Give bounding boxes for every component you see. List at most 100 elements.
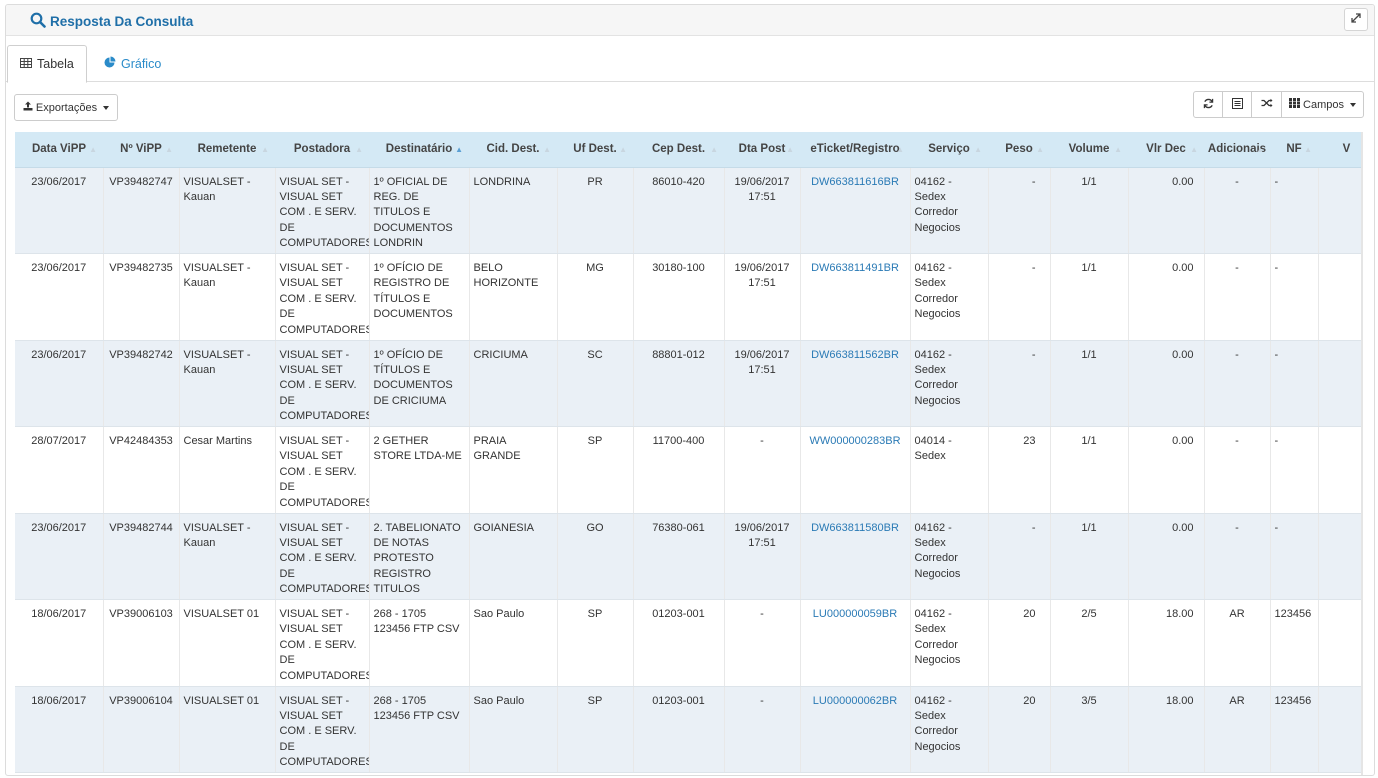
cell-ticket[interactable]: DW663811562BR — [800, 340, 911, 427]
column-header[interactable]: Peso ▲ — [988, 132, 1050, 168]
column-header[interactable]: NF ▲ — [1270, 132, 1318, 168]
column-header[interactable]: Cep Dest. ▲ — [633, 132, 724, 168]
column-header[interactable]: Destinatário ▲ — [369, 132, 469, 168]
results-table: Data ViPP ▲ Nº ViPP ▲ Remetente ▲ Postadora ▲ De… — [15, 132, 1363, 773]
expand-button[interactable] — [1344, 8, 1368, 31]
cell-vlr: 0.00 — [1128, 513, 1205, 600]
cell-num: VP39482735 — [103, 253, 180, 341]
cell-uf: SP — [557, 426, 634, 514]
cell-data: 18/06/2017 — [15, 686, 104, 773]
table-row[interactable]: 23/06/2017 VP39482742 VISUALSET - Kauan VIS… — [15, 340, 1363, 427]
cell-rem: VISUALSET - Kauan — [179, 340, 276, 427]
cell-data: 28/07/2017 — [15, 426, 104, 514]
cell-rem: VISUALSET 01 — [179, 599, 276, 687]
cell-ticket[interactable]: DW663811580BR — [800, 513, 911, 600]
export-button[interactable]: Exportações — [14, 94, 118, 121]
column-header[interactable]: Dta Post ▲ — [724, 132, 800, 168]
tab-grafico[interactable]: Gráfico — [92, 45, 173, 82]
panel-title-text: Resposta Da Consulta — [50, 14, 194, 29]
cell-ticket[interactable]: DW663811491BR — [800, 253, 911, 341]
cell-empty — [1318, 167, 1363, 254]
column-header[interactable]: Volume ▲ — [1050, 132, 1128, 168]
table-row[interactable]: 18/06/2017 VP39006103 VISUALSET 01 VISUAL S… — [15, 599, 1363, 687]
cell-serv: 04162 - Sedex Corredor Negocios — [910, 686, 989, 773]
column-header[interactable]: Postadora ▲ — [275, 132, 369, 168]
cell-num: VP42484353 — [103, 426, 180, 514]
refresh-button[interactable] — [1193, 91, 1223, 118]
cell-dest: 1º OFÍCIO DE REGISTRO DE TÍTULOS E DOCUM… — [369, 253, 470, 341]
cell-serv: 04162 - Sedex Corredor Negocios — [910, 599, 989, 687]
column-header-label: Adicionais — [1207, 143, 1267, 156]
column-header-label: Vlr Dec — [1146, 143, 1186, 156]
column-header[interactable]: Nº ViPP ▲ — [103, 132, 179, 168]
sort-icon: ▲ — [1114, 145, 1122, 154]
sort-icon: ▲ — [786, 145, 794, 154]
column-header[interactable]: Cid. Dest. ▲ — [469, 132, 557, 168]
tab-tabela[interactable]: Tabela — [7, 45, 87, 83]
cell-dta: 19/06/2017 17:51 — [724, 340, 801, 427]
sort-icon: ▲ — [165, 145, 173, 154]
cell-vol: 3/5 — [1050, 686, 1129, 773]
sort-ascending-icon: ▲ — [455, 145, 463, 154]
export-label: Exportações — [35, 101, 98, 114]
cell-vlr: 0.00 — [1128, 167, 1205, 254]
fields-label: Campos — [1303, 98, 1344, 111]
sort-icon: ▲ — [355, 145, 363, 154]
cell-empty — [1318, 513, 1363, 600]
table-row[interactable]: 28/07/2017 VP42484353 Cesar Martins VISUAL … — [15, 426, 1363, 514]
fields-button[interactable]: Campos — [1281, 91, 1364, 118]
cell-uf: GO — [557, 513, 634, 600]
cell-nf: - — [1270, 426, 1319, 514]
column-header[interactable]: eTicket/Registro ▲ — [800, 132, 910, 168]
cell-empty — [1318, 340, 1363, 427]
cell-empty — [1318, 253, 1363, 341]
tab-grafico-label: Gráfico — [121, 56, 162, 71]
sort-icon: ▲ — [543, 145, 551, 154]
cell-nf: - — [1270, 167, 1319, 254]
cell-dta: - — [724, 426, 801, 514]
column-header-label: Remetente — [197, 143, 257, 156]
cell-vlr: 18.00 — [1128, 686, 1205, 773]
column-header-label: Volume — [1068, 143, 1110, 156]
cell-vol: 2/5 — [1050, 599, 1129, 687]
cell-ticket[interactable]: LU000000059BR — [800, 599, 911, 687]
cell-vol: 1/1 — [1050, 253, 1129, 341]
results-table-container[interactable]: Data ViPP ▲ Nº ViPP ▲ Remetente ▲ Postadora ▲ De… — [15, 132, 1363, 775]
toggle-view-button[interactable] — [1251, 91, 1282, 118]
sort-icon: ▲ — [974, 145, 982, 154]
view-tabs: Tabela Gráfico — [6, 45, 1374, 83]
column-header[interactable]: Uf Dest. ▲ — [557, 132, 633, 168]
column-header[interactable]: Vlr Dec ▲ — [1128, 132, 1204, 168]
cell-rem: VISUALSET - Kauan — [179, 513, 276, 600]
cell-post: VISUAL SET - VISUAL SET COM . E SERV. DE… — [275, 426, 370, 514]
column-header[interactable]: V — [1318, 132, 1363, 168]
column-header[interactable]: Data ViPP ▲ — [15, 132, 103, 168]
table-row[interactable]: 23/06/2017 VP39482735 VISUALSET - Kauan VIS… — [15, 253, 1363, 341]
vertical-scrollbar[interactable] — [1361, 132, 1363, 775]
cell-ticket[interactable]: DW663811616BR — [800, 167, 911, 254]
table-row[interactable]: 23/06/2017 VP39482747 VISUALSET - Kauan VIS… — [15, 167, 1363, 254]
table-row[interactable]: 23/06/2017 VP39482744 VISUALSET - Kauan VIS… — [15, 513, 1363, 600]
cell-adic: AR — [1204, 686, 1271, 773]
column-header[interactable]: Serviço ▲ — [910, 132, 988, 168]
cell-ticket[interactable]: LU000000062BR — [800, 686, 911, 773]
chevron-down-icon — [103, 105, 110, 110]
cell-dest: 1º OFÍCIO DE TÍTULOS E DOCUMENTOS DE CRI… — [369, 340, 470, 427]
cell-data: 23/06/2017 — [15, 513, 104, 600]
cell-serv: 04014 - Sedex — [910, 426, 989, 514]
cell-vol: 1/1 — [1050, 426, 1129, 514]
cell-post: VISUAL SET - VISUAL SET COM . E SERV. DE… — [275, 513, 370, 600]
cell-dta: - — [724, 599, 801, 687]
column-header[interactable]: Remetente ▲ — [179, 132, 275, 168]
table-icon — [20, 57, 32, 71]
pie-chart-icon — [104, 56, 116, 71]
cell-ticket[interactable]: WW000000283BR — [800, 426, 911, 514]
cell-cid: Sao Paulo — [469, 686, 558, 773]
cell-num: VP39006104 — [103, 686, 180, 773]
cell-nf: - — [1270, 340, 1319, 427]
column-header[interactable]: Adicionais ▲ — [1204, 132, 1270, 168]
refresh-icon — [1203, 98, 1214, 112]
list-view-button[interactable] — [1222, 91, 1252, 118]
cell-post: VISUAL SET - VISUAL SET COM . E SERV. DE… — [275, 167, 370, 254]
table-row[interactable]: 18/06/2017 VP39006104 VISUALSET 01 VISUAL S… — [15, 686, 1363, 773]
